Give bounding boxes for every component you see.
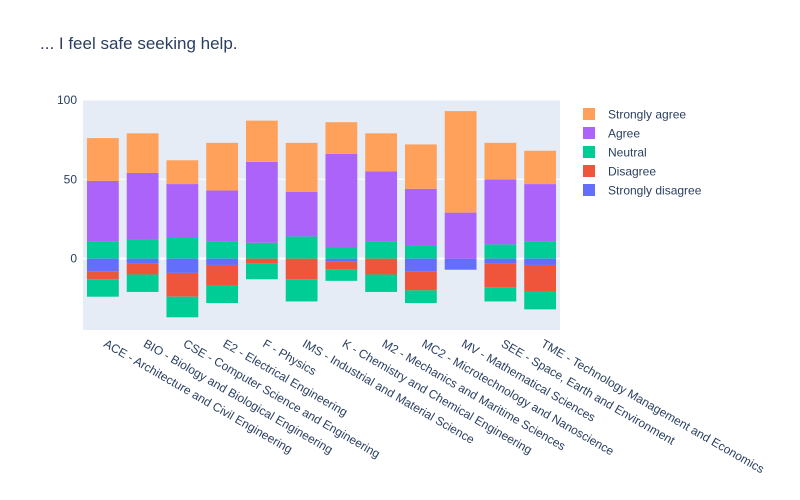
bar-agree xyxy=(444,212,477,259)
bar-neutral xyxy=(166,296,199,318)
bar-strongly-disagree xyxy=(524,258,557,265)
bar-agree xyxy=(325,153,358,248)
bar-neutral xyxy=(206,241,239,259)
bar-strongly-disagree xyxy=(484,258,517,264)
bar-agree xyxy=(206,190,239,242)
legend-label: Agree xyxy=(608,127,640,141)
bar-disagree xyxy=(365,258,398,275)
bar-neutral xyxy=(126,274,159,292)
bar-neutral xyxy=(285,279,318,302)
bar-neutral xyxy=(166,238,199,259)
bar-strongly-agree xyxy=(325,122,358,154)
x-axis: ACE - Architecture and Civil Engineering… xyxy=(101,336,766,476)
bar-agree xyxy=(166,184,199,238)
bar-strongly-disagree xyxy=(86,258,119,272)
legend-label: Strongly disagree xyxy=(608,184,702,198)
bar-disagree xyxy=(245,258,278,264)
bar-neutral xyxy=(365,274,398,292)
bar-neutral xyxy=(484,287,517,302)
y-tick-label: 0 xyxy=(70,252,77,266)
bar-agree xyxy=(365,171,398,242)
bar-disagree xyxy=(524,264,557,292)
bar-disagree xyxy=(86,271,119,280)
bar-strongly-disagree xyxy=(166,258,199,273)
bar-neutral xyxy=(404,245,437,259)
legend-swatch xyxy=(583,184,595,196)
legend-swatch xyxy=(583,127,595,139)
bar-disagree xyxy=(126,263,159,275)
bar-agree xyxy=(404,188,437,246)
bar-disagree xyxy=(404,271,437,291)
bar-disagree xyxy=(206,264,239,286)
bar-neutral xyxy=(86,241,119,259)
y-axis: 0 50 100 xyxy=(57,93,77,266)
legend-item[interactable]: Strongly agree xyxy=(583,108,686,122)
bar-neutral xyxy=(86,279,119,297)
bar-disagree xyxy=(285,258,318,280)
bar-strongly-agree xyxy=(404,144,437,189)
bar-neutral xyxy=(285,236,318,259)
legend[interactable]: Strongly agree Agree Neutral Disagree Strong… xyxy=(583,108,702,198)
bar-strongly-agree xyxy=(206,142,239,191)
legend-item[interactable]: Agree xyxy=(583,127,640,141)
bar-strongly-agree xyxy=(444,111,477,213)
bar-agree xyxy=(86,180,119,242)
legend-item[interactable]: Neutral xyxy=(583,146,647,160)
bar-strongly-agree xyxy=(166,160,199,185)
bar-neutral xyxy=(126,239,159,259)
legend-label: Neutral xyxy=(608,146,647,160)
bar-agree xyxy=(524,184,557,242)
bar-strongly-agree xyxy=(126,133,159,173)
bar-neutral xyxy=(404,290,437,304)
grid-lines xyxy=(83,99,560,260)
legend-label: Disagree xyxy=(608,165,656,179)
bar-strongly-agree xyxy=(524,150,557,185)
bar-agree xyxy=(285,192,318,237)
legend-swatch xyxy=(583,146,595,158)
bar-agree xyxy=(245,161,278,243)
plot-background xyxy=(83,100,560,330)
legend-item[interactable]: Strongly disagree xyxy=(583,184,702,198)
bar-strongly-agree xyxy=(484,142,517,180)
bar-disagree xyxy=(484,263,517,288)
bar-strongly-disagree xyxy=(206,258,239,265)
bar-neutral xyxy=(245,242,278,259)
bar-strongly-disagree xyxy=(444,258,477,270)
bar-strongly-disagree xyxy=(404,258,437,272)
bar-disagree xyxy=(166,272,199,297)
bar-neutral xyxy=(365,241,398,259)
bar-strongly-agree xyxy=(365,133,398,172)
bar-neutral xyxy=(524,241,557,259)
legend-swatch xyxy=(583,108,595,120)
bar-strongly-agree xyxy=(245,120,278,162)
bar-neutral xyxy=(524,291,557,310)
bar-agree xyxy=(484,179,517,245)
chart-title: ... I feel safe seeking help. xyxy=(40,34,238,53)
bar-agree xyxy=(126,172,159,240)
bars xyxy=(86,111,557,318)
bar-strongly-agree xyxy=(285,142,318,192)
bar-neutral xyxy=(245,263,278,280)
bar-neutral xyxy=(325,247,358,259)
bar-neutral xyxy=(484,244,517,259)
y-tick-label: 100 xyxy=(57,93,77,107)
y-tick-label: 50 xyxy=(64,172,78,186)
bar-strongly-disagree xyxy=(126,258,159,264)
bar-neutral xyxy=(325,269,358,281)
bar-neutral xyxy=(206,285,239,304)
legend-item[interactable]: Disagree xyxy=(583,165,656,179)
legend-swatch xyxy=(583,165,595,177)
bar-strongly-agree xyxy=(86,138,119,181)
bar-disagree xyxy=(325,261,358,270)
bar-strongly-disagree xyxy=(325,258,358,262)
legend-label: Strongly agree xyxy=(608,108,686,122)
